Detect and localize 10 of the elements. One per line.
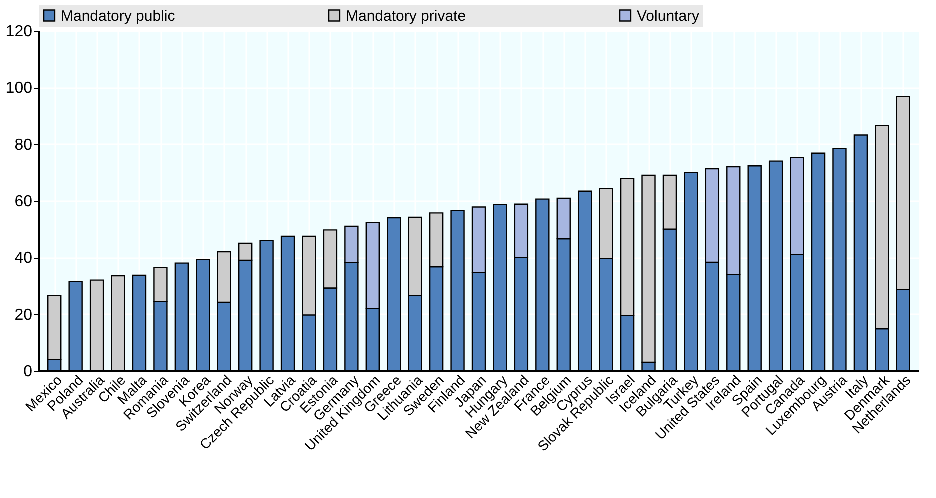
y-tick-label: 40 (14, 250, 33, 268)
legend-label: Mandatory private (346, 8, 466, 25)
y-tick-label: 0 (24, 364, 33, 380)
y-tick-label: 100 (6, 80, 33, 98)
y-tick-label: 120 (6, 24, 33, 40)
y-tick-label: 80 (14, 136, 33, 154)
legend-label: Mandatory public (61, 8, 176, 25)
legend-label: Voluntary (637, 8, 700, 25)
y-tick-label: 20 (14, 306, 33, 324)
y-tick-label: 60 (14, 194, 33, 210)
